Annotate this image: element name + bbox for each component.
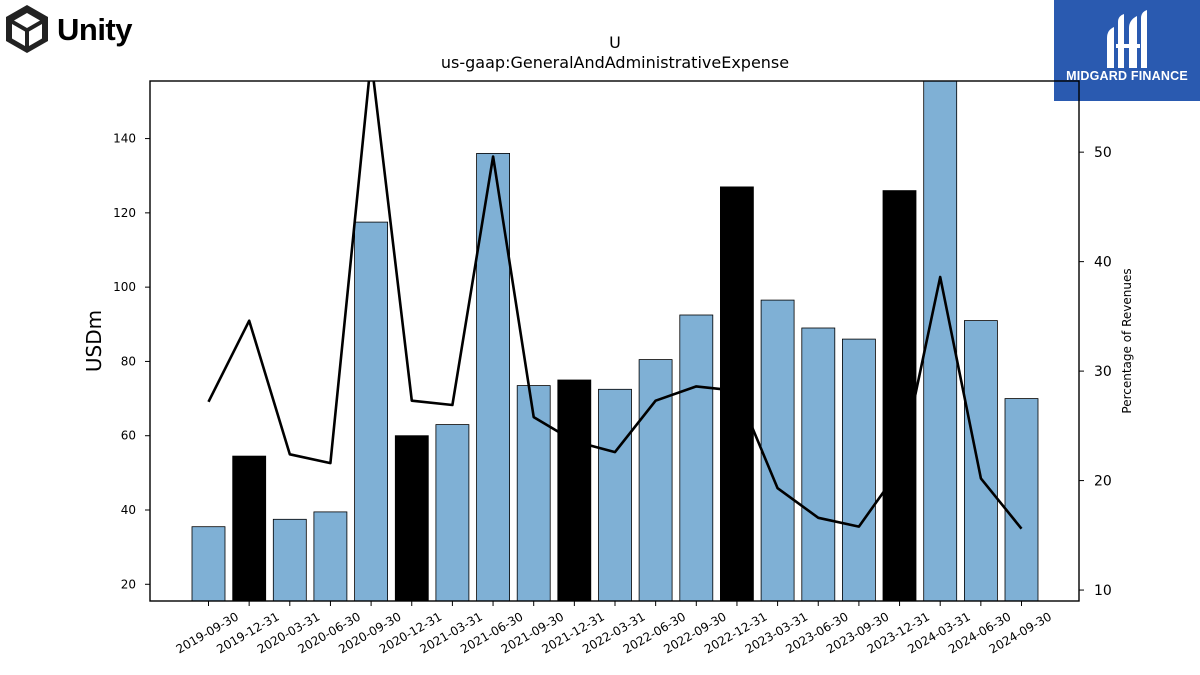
unity-cube-icon — [6, 5, 48, 53]
y-tick-label: 60 — [121, 429, 136, 443]
bar-2021-09-30 — [516, 385, 551, 601]
chart-title: U — [609, 33, 621, 52]
y-tick-label: 80 — [121, 354, 136, 368]
bar-2020-06-30 — [313, 511, 348, 601]
midgard-finance-text: MIDGARD FINANCE — [1066, 69, 1188, 83]
bar-2023-06-30 — [801, 327, 836, 601]
y2-tick-label: 40 — [1094, 255, 1112, 271]
bar-2022-09-30 — [679, 314, 714, 601]
y2-axis-label: Percentage of Revenues — [1120, 268, 1134, 413]
y-axis-label: USDm — [82, 310, 106, 372]
plot-frame — [149, 80, 1080, 602]
bar-2024-06-30 — [964, 320, 998, 601]
y2-tick-label: 20 — [1094, 474, 1112, 490]
midgard-finance-icon — [1107, 10, 1147, 68]
y-tick-label: 140 — [113, 132, 136, 146]
bar-2020-09-30 — [354, 221, 389, 601]
y2-tick-label: 30 — [1094, 364, 1112, 380]
y-tick-label: 100 — [113, 280, 136, 294]
bar-2023-09-30 — [842, 338, 876, 601]
line-series — [207, 81, 1023, 530]
bar-2022-03-31 — [598, 388, 632, 601]
bar-2019-09-30 — [191, 526, 226, 601]
bar-2021-12-31 — [557, 379, 592, 601]
y-tick-label: 20 — [121, 577, 136, 591]
unity-logo-text: Unity — [57, 12, 133, 47]
y-tick-label: 120 — [113, 206, 136, 220]
y2-tick-label: 10 — [1094, 583, 1112, 599]
bar-2021-03-31 — [435, 424, 470, 601]
unity-logo: Unity — [4, 4, 144, 54]
bar-2024-09-30 — [1004, 398, 1039, 601]
bar-2020-12-31 — [394, 435, 429, 601]
bar-2024-03-31 — [923, 81, 958, 601]
y2-tick-label: 50 — [1094, 145, 1112, 161]
bar-2023-12-31 — [882, 190, 917, 601]
chart-subtitle: us-gaap:GeneralAndAdministrativeExpense — [441, 53, 789, 72]
bar-2019-12-31 — [232, 455, 267, 601]
y-tick-label: 40 — [121, 503, 136, 517]
bar-2023-03-31 — [760, 299, 795, 601]
bar-2020-03-31 — [272, 518, 307, 601]
